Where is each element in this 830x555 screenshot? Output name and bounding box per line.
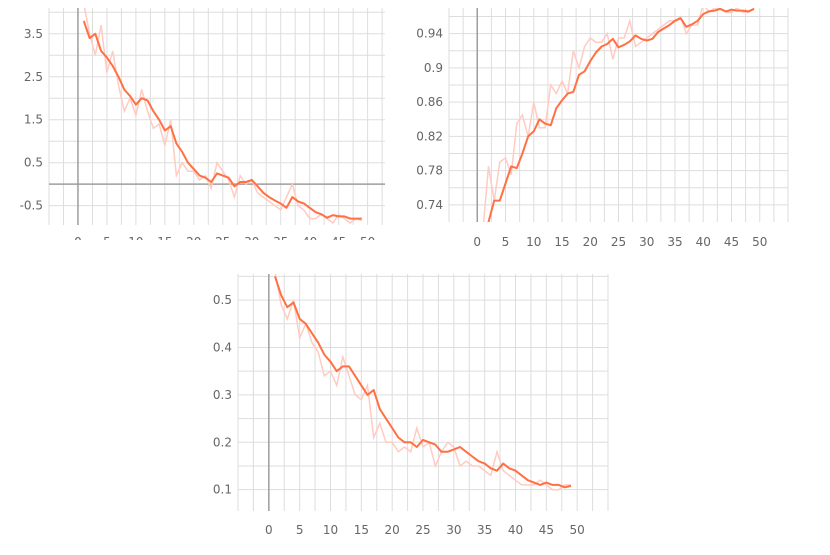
x-tick-label: 40	[302, 235, 317, 240]
x-tick-label: 45	[331, 235, 346, 240]
x-tick-label: 25	[215, 235, 230, 240]
grid	[237, 274, 609, 511]
y-tick-label: 0.5	[213, 293, 232, 307]
x-tick-label: 20	[186, 235, 201, 240]
x-tick-label: 35	[273, 235, 288, 240]
x-tick-label: 35	[477, 523, 492, 537]
x-tick-label: 10	[323, 523, 338, 537]
x-tick-label: 25	[611, 235, 626, 249]
y-tick-label: 0.1	[213, 483, 232, 497]
x-tick-label: 45	[539, 523, 554, 537]
x-tick-label: 20	[385, 523, 400, 537]
y-tick-label: 1.5	[24, 113, 43, 127]
x-tick-label: 5	[296, 523, 304, 537]
x-tick-label: 15	[157, 235, 172, 240]
y-tick-label: 0.78	[416, 164, 443, 178]
x-tick-label: 35	[667, 235, 682, 249]
x-tick-label: 0	[473, 235, 481, 249]
chart-2: 0 5 10 15 20 25 30 35 40 45 50 0.94 0.9 0.86 0.82 0.78 0…	[416, 8, 789, 249]
chart-1: 0 5 10 15 20 25 30 35 40 45 50 3.5 2.5 1.5 0.5 -0.5	[20, 8, 385, 240]
grid	[48, 8, 385, 225]
x-tick-label: 40	[696, 235, 711, 249]
x-tick-label: 15	[554, 235, 569, 249]
series-raw-line	[274, 274, 571, 491]
series-smoothed-line	[274, 276, 572, 489]
y-tick-label: -0.5	[20, 199, 43, 213]
x-tick-label: 30	[446, 523, 461, 537]
y-tick-label: 0.9	[424, 61, 443, 75]
x-tick-label: 45	[724, 235, 739, 249]
x-tick-label: 5	[502, 235, 510, 249]
x-tick-label: 30	[244, 235, 259, 240]
series-raw-line	[83, 8, 363, 224]
y-tick-label: 0.74	[416, 198, 443, 212]
y-tick-label: 3.5	[24, 27, 43, 41]
y-tick-label: 0.4	[213, 340, 232, 354]
x-tick-label: 50	[752, 235, 767, 249]
y-tick-label: 0.86	[416, 95, 443, 109]
y-tick-label: 2.5	[24, 70, 43, 84]
x-tick-label: 30	[639, 235, 654, 249]
x-tick-label: 0	[74, 235, 82, 240]
x-tick-label: 5	[103, 235, 111, 240]
x-tick-label: 50	[570, 523, 585, 537]
x-tick-label: 10	[128, 235, 143, 240]
x-tick-label: 15	[354, 523, 369, 537]
chart-3: 0 5 10 15 20 25 30 35 40 45 50 0.5 0.4 0.3 0.2 0.1	[213, 274, 609, 537]
x-tick-label: 40	[508, 523, 523, 537]
y-tick-label: 0.5	[24, 156, 43, 170]
x-tick-label: 10	[526, 235, 541, 249]
x-tick-label: 25	[415, 523, 430, 537]
y-tick-label: 0.82	[416, 129, 443, 143]
series-smoothed-line	[82, 20, 362, 220]
x-tick-label: 0	[265, 523, 273, 537]
y-tick-label: 0.2	[213, 435, 232, 449]
x-tick-label: 20	[583, 235, 598, 249]
series-smoothed-line	[487, 8, 755, 222]
y-tick-label: 0.3	[213, 388, 232, 402]
y-tick-label: 0.94	[416, 27, 443, 41]
x-tick-label: 50	[360, 235, 375, 240]
